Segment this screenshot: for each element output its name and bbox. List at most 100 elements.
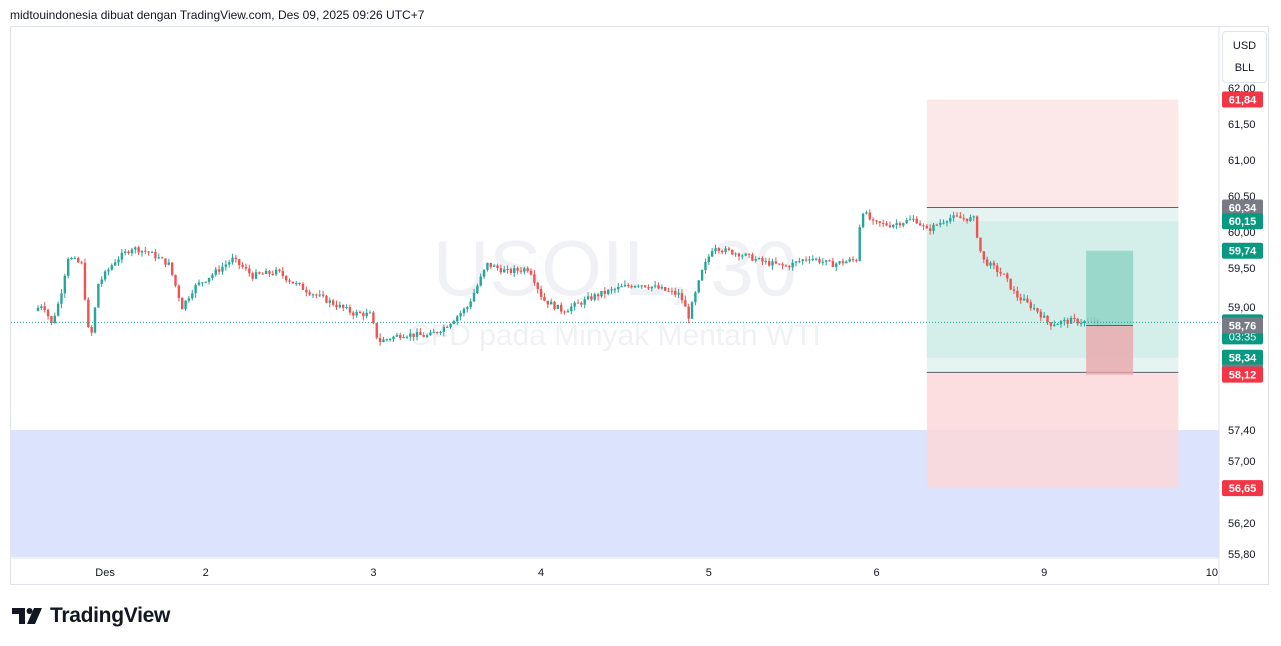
candle-body	[107, 269, 110, 272]
candle-body	[271, 273, 274, 275]
candle-body	[241, 264, 244, 267]
candle-body	[707, 256, 710, 263]
candle-body	[144, 250, 147, 252]
candle-body	[140, 250, 144, 253]
x-tick-label: 3	[370, 567, 376, 579]
candle-body	[214, 269, 217, 275]
candle-body	[53, 315, 56, 323]
candle-body	[543, 296, 546, 301]
candle-body	[506, 268, 509, 270]
candle-body	[560, 304, 563, 312]
position-stop-zone[interactable]	[926, 372, 1179, 489]
candle-body	[264, 270, 268, 275]
candle-body	[633, 285, 637, 288]
position-target-zone[interactable]	[926, 221, 1179, 358]
candle-body	[36, 307, 40, 311]
candle-body	[392, 336, 395, 340]
candle-body	[466, 307, 469, 309]
currency-unit-selector[interactable]: USD BLL	[1222, 31, 1267, 83]
candle-body	[1019, 297, 1022, 301]
tradingview-logo[interactable]: TradingView	[12, 604, 170, 628]
candle-body	[586, 296, 590, 300]
candle-body	[486, 262, 489, 270]
candle-body	[80, 262, 83, 264]
candle-body	[814, 258, 818, 260]
candle-body	[419, 332, 422, 336]
price-label-box	[1222, 199, 1263, 216]
candle-body	[613, 289, 617, 291]
candle-body	[949, 217, 952, 222]
y-tick-label: 59,00	[1228, 302, 1256, 314]
candle-body	[399, 334, 402, 339]
x-tick-label: 5	[706, 567, 712, 579]
candle-body	[737, 253, 741, 257]
candle-body	[892, 224, 895, 228]
position-upper-risk-zone[interactable]	[926, 99, 1179, 208]
candle-body	[83, 262, 87, 300]
candle-body	[741, 255, 744, 257]
candle-body	[677, 293, 680, 295]
candle-body	[570, 306, 573, 312]
candle-body	[469, 301, 472, 308]
candle-body	[194, 284, 197, 294]
candle-body	[529, 270, 533, 275]
x-tick-label: 9	[1041, 567, 1047, 579]
candle-body	[134, 247, 137, 250]
candle-body	[533, 274, 536, 283]
candle-body	[610, 289, 613, 291]
candle-body	[583, 299, 586, 305]
candle-body	[288, 280, 291, 282]
candlestick-chart[interactable]: USOIL, 30 CFD pada Minyak Mentah WTI Des…	[0, 0, 1281, 600]
candle-body	[640, 285, 643, 287]
candle-body	[831, 261, 835, 267]
candle-body	[804, 259, 808, 261]
candle-body	[308, 292, 311, 295]
candle-body	[1079, 323, 1083, 325]
candle-body	[1009, 278, 1012, 290]
candle-body	[449, 323, 452, 328]
candle-body	[268, 270, 271, 274]
candle-body	[563, 311, 566, 313]
x-tick-label: 6	[873, 567, 879, 579]
candle-body	[97, 283, 100, 308]
candle-body	[328, 300, 331, 303]
x-tick-label: 4	[538, 567, 544, 579]
candle-body	[113, 262, 117, 266]
candle-body	[234, 257, 238, 260]
candle-body	[509, 268, 513, 273]
small-position-stop[interactable]	[1086, 325, 1134, 375]
candle-body	[1073, 317, 1076, 319]
candle-body	[439, 331, 442, 333]
small-position-target[interactable]	[1086, 250, 1134, 326]
candle-body	[674, 290, 677, 295]
candle-body	[378, 337, 382, 343]
price-label-box	[1222, 242, 1263, 259]
candle-body	[46, 309, 50, 317]
candle-body	[714, 248, 717, 252]
candle-body	[549, 301, 553, 305]
candle-body	[653, 285, 657, 287]
candle-body	[1069, 317, 1073, 324]
candle-body	[784, 265, 788, 267]
candle-body	[77, 258, 80, 263]
candle-body	[174, 274, 177, 286]
chart-frame[interactable]	[10, 26, 1269, 585]
candle-body	[788, 266, 791, 268]
watermark-description: CFD pada Minyak Mentah WTI	[409, 319, 821, 352]
y-tick-label: 56,20	[1228, 518, 1256, 530]
candle-body	[1066, 319, 1069, 324]
candle-body	[697, 280, 700, 293]
candle-body	[395, 334, 399, 337]
brand-name: TradingView	[50, 604, 171, 627]
candle-body	[858, 227, 861, 261]
candle-body	[851, 259, 855, 261]
candle-body	[432, 332, 435, 334]
candle-body	[684, 300, 687, 307]
candle-body	[526, 268, 529, 271]
price-label-text: 58,76	[1229, 320, 1257, 332]
candle-body	[596, 294, 600, 297]
candle-body	[1029, 302, 1032, 309]
candle-body	[767, 261, 771, 266]
candle-body	[388, 339, 392, 341]
candle-body	[489, 262, 492, 267]
